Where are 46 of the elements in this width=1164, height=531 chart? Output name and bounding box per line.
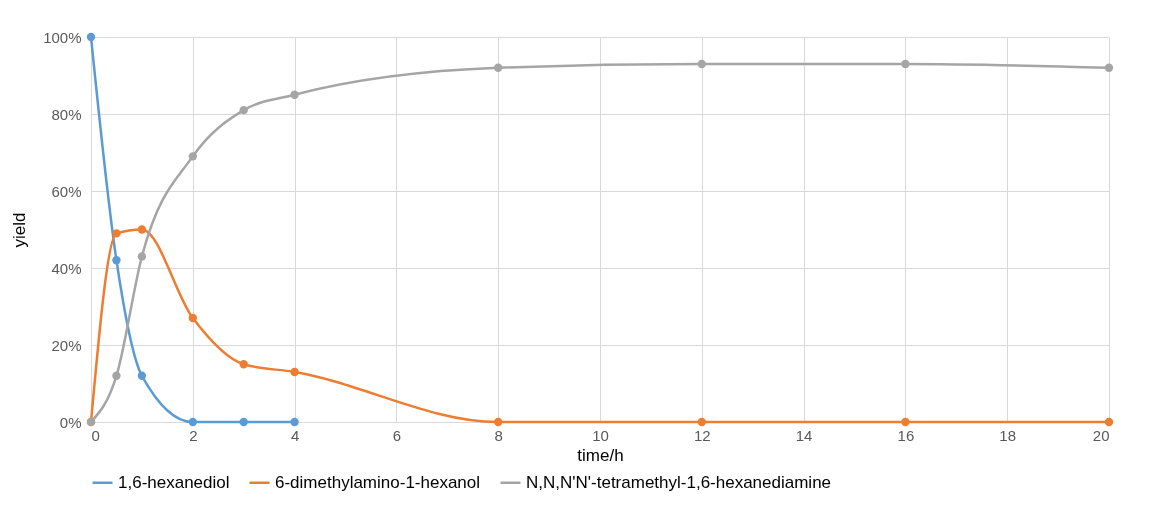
legend-label: 6-dimethylamino-1-hexanol xyxy=(275,472,481,492)
x-tick-label: 12 xyxy=(693,426,711,444)
x-axis-title: time/h xyxy=(577,445,624,465)
point xyxy=(86,32,96,42)
point xyxy=(697,417,706,427)
legend-label: 1,6-hexanediol xyxy=(118,472,230,492)
point xyxy=(239,105,248,115)
point xyxy=(188,152,197,161)
x-tick-label: 16 xyxy=(897,426,915,444)
x-tick-label: 4 xyxy=(290,426,300,444)
point xyxy=(290,367,299,377)
y-tick-label: 40% xyxy=(51,259,82,277)
y-tick-label: 20% xyxy=(51,336,82,354)
point xyxy=(137,225,147,234)
x-tick-label: 20 xyxy=(1092,426,1110,444)
point xyxy=(112,371,121,380)
point xyxy=(137,371,147,380)
point xyxy=(494,63,503,72)
point xyxy=(290,417,299,427)
y-axis-title: yield xyxy=(10,212,30,248)
point xyxy=(901,59,910,69)
y-tick-label: 80% xyxy=(51,105,82,123)
x-tick-label: 8 xyxy=(494,426,503,444)
point xyxy=(137,252,147,261)
point xyxy=(239,417,248,427)
point xyxy=(188,313,197,323)
y-tick-label: 60% xyxy=(51,182,82,200)
point xyxy=(112,229,121,238)
point xyxy=(239,360,248,369)
y-tick-label: 0% xyxy=(59,413,82,431)
legend-label: N,N,N'N'-tetramethyl-1,6-hexanediamine xyxy=(526,472,832,492)
point xyxy=(112,256,121,265)
point xyxy=(188,417,197,427)
point xyxy=(290,90,299,99)
point xyxy=(901,417,910,427)
point xyxy=(494,417,503,427)
x-tick-label: 14 xyxy=(795,426,813,444)
point xyxy=(1104,417,1114,427)
x-tick-label: 18 xyxy=(999,426,1017,444)
y-tick-label: 100% xyxy=(43,28,82,46)
x-tick-label: 6 xyxy=(392,426,402,444)
x-tick-label: 10 xyxy=(592,426,609,444)
point xyxy=(697,59,706,69)
point xyxy=(1104,63,1114,72)
x-tick-label: 0 xyxy=(91,426,100,444)
x-tick-label: 2 xyxy=(189,426,198,444)
